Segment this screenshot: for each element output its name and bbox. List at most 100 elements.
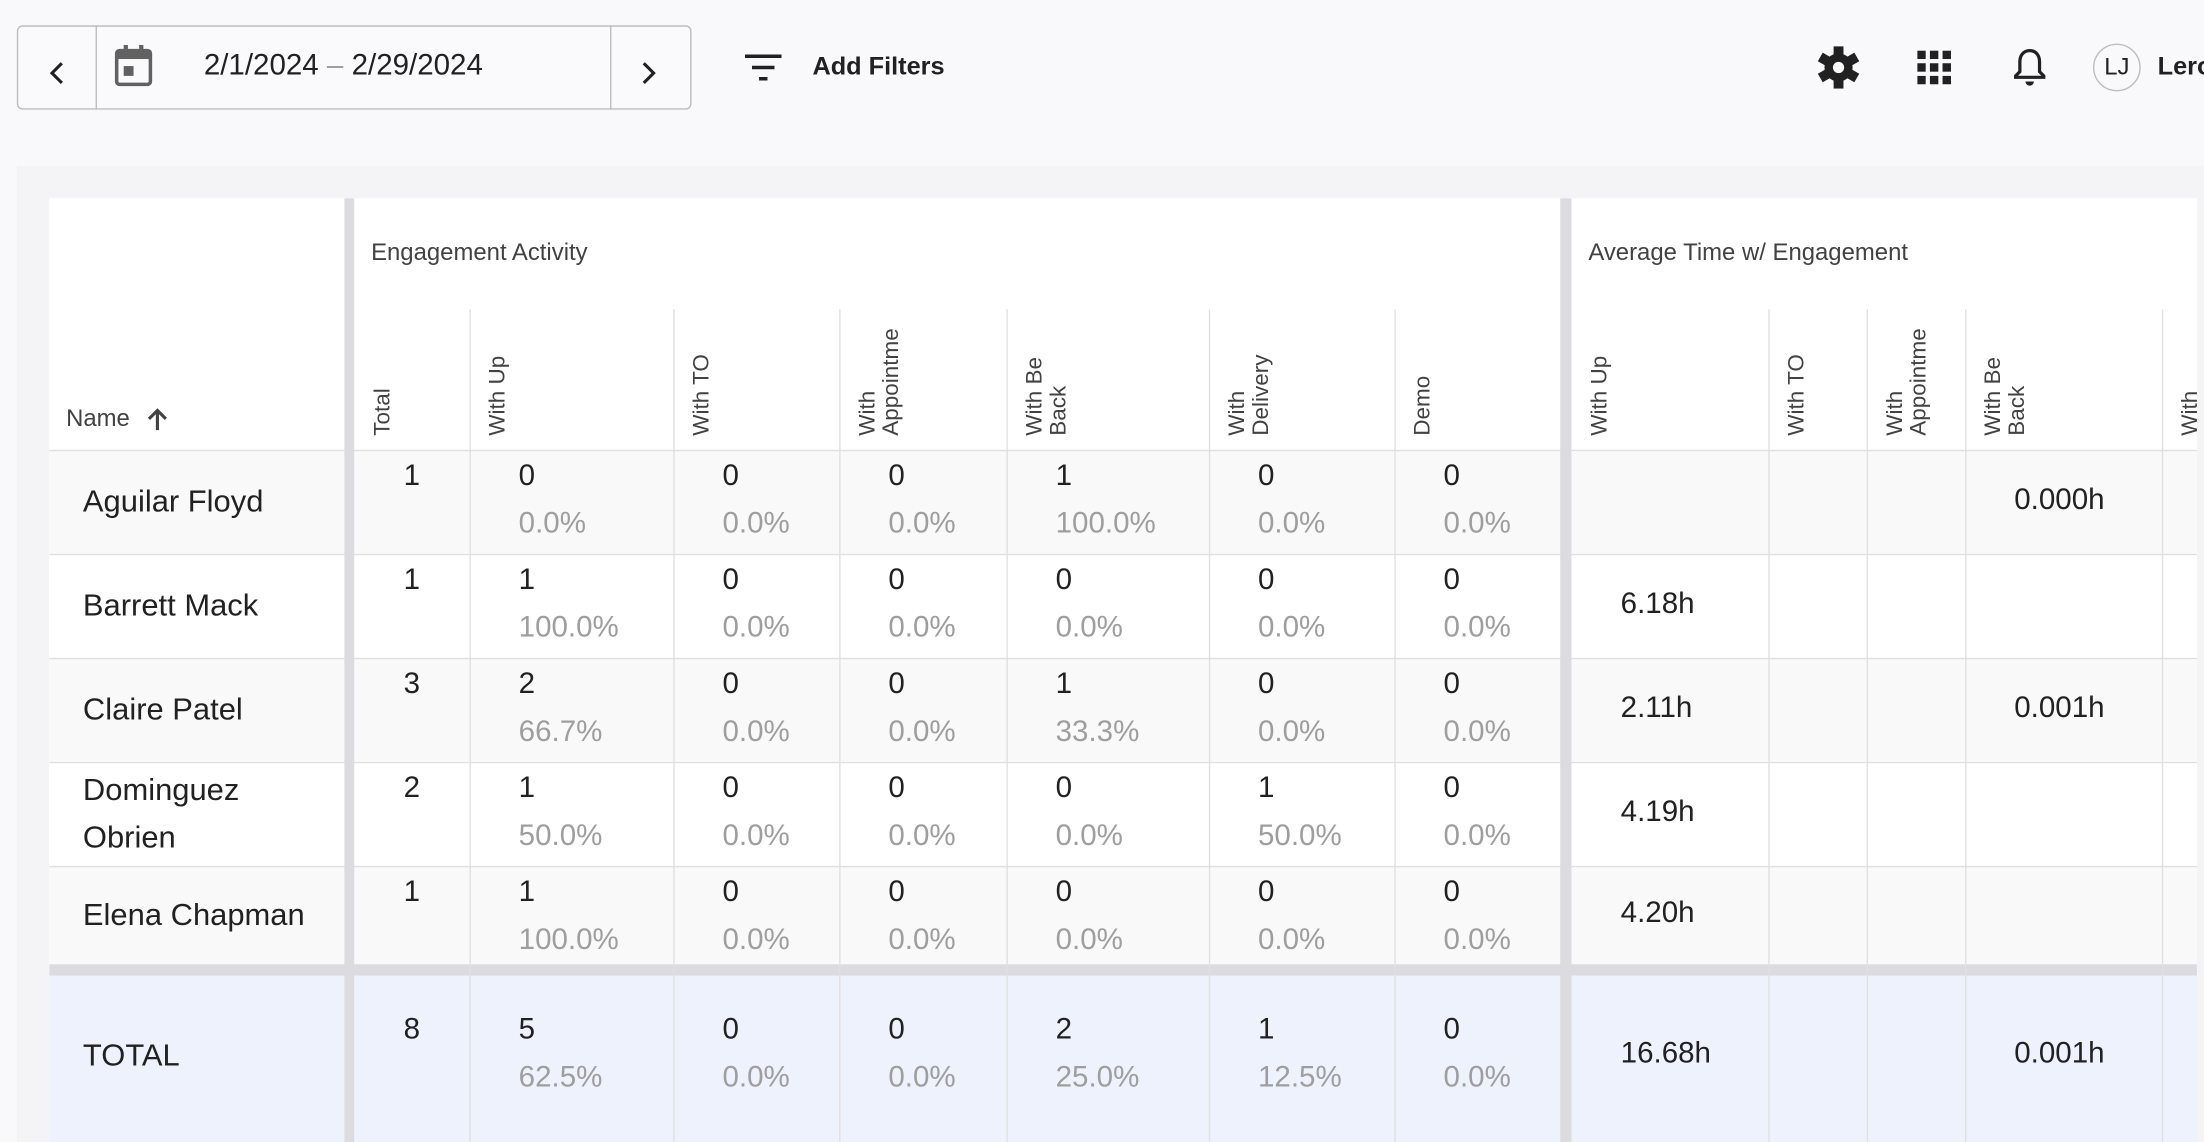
avatar[interactable]: LJ [2092, 43, 2141, 92]
count-cell: 0 [888, 1013, 905, 1046]
percent-cell: 0.0% [1443, 507, 1511, 540]
percent-cell: 0.0% [888, 1061, 956, 1094]
notifications-icon[interactable] [2013, 46, 2047, 88]
percent-cell: 0.0% [1258, 923, 1326, 956]
count-cell: 0 [1258, 667, 1275, 700]
percent-cell: 0.0% [722, 507, 790, 540]
prev-button[interactable] [17, 25, 97, 110]
row-name: Barrett Mack [82, 587, 259, 623]
percent-cell: 0.0% [722, 611, 790, 644]
count-cell: 0 [1443, 667, 1460, 700]
avg-time-cell: 0.001h [2014, 691, 2105, 724]
column-header: With Appointme [856, 328, 904, 436]
total-cell: 1 [403, 459, 421, 492]
filter-icon [744, 54, 782, 81]
count-cell: 0 [1055, 875, 1073, 909]
percent-cell: 62.5% [518, 1061, 603, 1094]
count-cell: 0 [722, 771, 739, 805]
count-cell: 0 [722, 667, 739, 700]
percent-cell: 0.0% [1055, 923, 1123, 956]
avg-time-cell: 0.000h [2014, 483, 2105, 516]
add-filters[interactable]: Add Filters [812, 52, 945, 81]
percent-cell: 12.5% [1258, 1061, 1342, 1094]
count-cell: 1 [518, 563, 536, 596]
count-cell: 0 [1443, 875, 1460, 909]
count-cell: 0 [722, 875, 739, 909]
sort-icon [145, 405, 170, 433]
report-table: Name Engagement Activity Total With Up With … [49, 198, 2197, 1142]
percent-cell: 0.0% [1443, 1061, 1511, 1094]
percent-cell: 0.0% [888, 923, 956, 956]
next-button[interactable] [610, 25, 692, 110]
column-line [1965, 309, 1967, 1142]
column-header: With Appointme [1883, 328, 1932, 436]
count-cell: 0 [1055, 563, 1073, 596]
avg-time-cell: 16.68h [1620, 1037, 1711, 1070]
column-header: With [2178, 390, 2197, 436]
percent-cell: 25.0% [1055, 1061, 1140, 1094]
total-cell: 2 [403, 771, 421, 805]
percent-cell: 0.0% [722, 923, 790, 956]
row-name: Elena Chapman [82, 896, 305, 932]
row-name: Dominguez Obrien [82, 771, 240, 855]
percent-cell: 100.0% [1055, 507, 1156, 540]
percent-cell: 0.0% [722, 715, 790, 748]
row-separator [49, 964, 2197, 976]
column-divider [1560, 198, 1572, 1142]
count-cell: 0 [1443, 459, 1460, 492]
group-header: Engagement Activity [371, 238, 588, 266]
count-cell: 0 [888, 875, 905, 909]
column-line [469, 309, 471, 1142]
user-name[interactable]: Lero [2157, 52, 2204, 81]
avg-time-cell: 2.11h [1620, 691, 1693, 724]
column-line [1006, 309, 1008, 1142]
count-cell: 0 [722, 1013, 739, 1046]
count-cell: 0 [1055, 771, 1073, 805]
percent-cell: 0.0% [1443, 923, 1511, 956]
date-separator: – [326, 49, 344, 82]
total-cell: 1 [403, 563, 421, 596]
percent-cell: 0.0% [888, 715, 956, 748]
prev-icon [49, 62, 63, 85]
avg-time-cell: 4.20h [1620, 896, 1695, 930]
total-cell: 3 [403, 667, 421, 700]
column-header: With Up [486, 355, 511, 436]
avg-time-cell: 0.001h [2014, 1037, 2105, 1070]
apps-icon[interactable] [1917, 50, 1951, 85]
column-line [2161, 309, 2164, 1142]
column-line [1394, 309, 1396, 1142]
avg-time-cell: 6.18h [1620, 587, 1695, 620]
percent-cell: 0.0% [888, 819, 956, 852]
count-cell: 0 [1258, 459, 1275, 492]
row-name: TOTAL [82, 1037, 180, 1073]
settings-icon[interactable] [1816, 45, 1861, 90]
percent-cell: 0.0% [888, 611, 956, 644]
column-line [839, 309, 841, 1142]
percent-cell: 0.0% [1443, 611, 1511, 644]
count-cell: 0 [1443, 771, 1460, 805]
percent-cell: 0.0% [888, 507, 956, 540]
percent-cell: 0.0% [518, 507, 586, 540]
percent-cell: 100.0% [518, 923, 619, 956]
count-cell: 0 [722, 563, 739, 596]
count-cell: 0 [888, 771, 905, 805]
name-header: Name [66, 404, 130, 432]
count-cell: 0 [1443, 563, 1460, 596]
count-cell: 1 [518, 875, 536, 909]
date-range[interactable]: 2/1/2024 – 2/29/2024 [204, 49, 483, 83]
column-line [1866, 309, 1869, 1142]
percent-cell: 50.0% [518, 819, 603, 852]
count-cell: 2 [1055, 1013, 1073, 1046]
total-cell: 8 [403, 1013, 421, 1046]
count-cell: 0 [888, 563, 905, 596]
column-line [1768, 309, 1770, 1142]
column-header: With Up [1588, 355, 1613, 436]
percent-cell: 50.0% [1258, 819, 1342, 852]
column-line [1208, 309, 1211, 1142]
column-line [673, 309, 675, 1142]
column-header: Total [371, 388, 395, 436]
total-cell: 1 [403, 875, 421, 909]
count-cell: 5 [518, 1013, 536, 1046]
count-cell: 0 [888, 667, 905, 700]
